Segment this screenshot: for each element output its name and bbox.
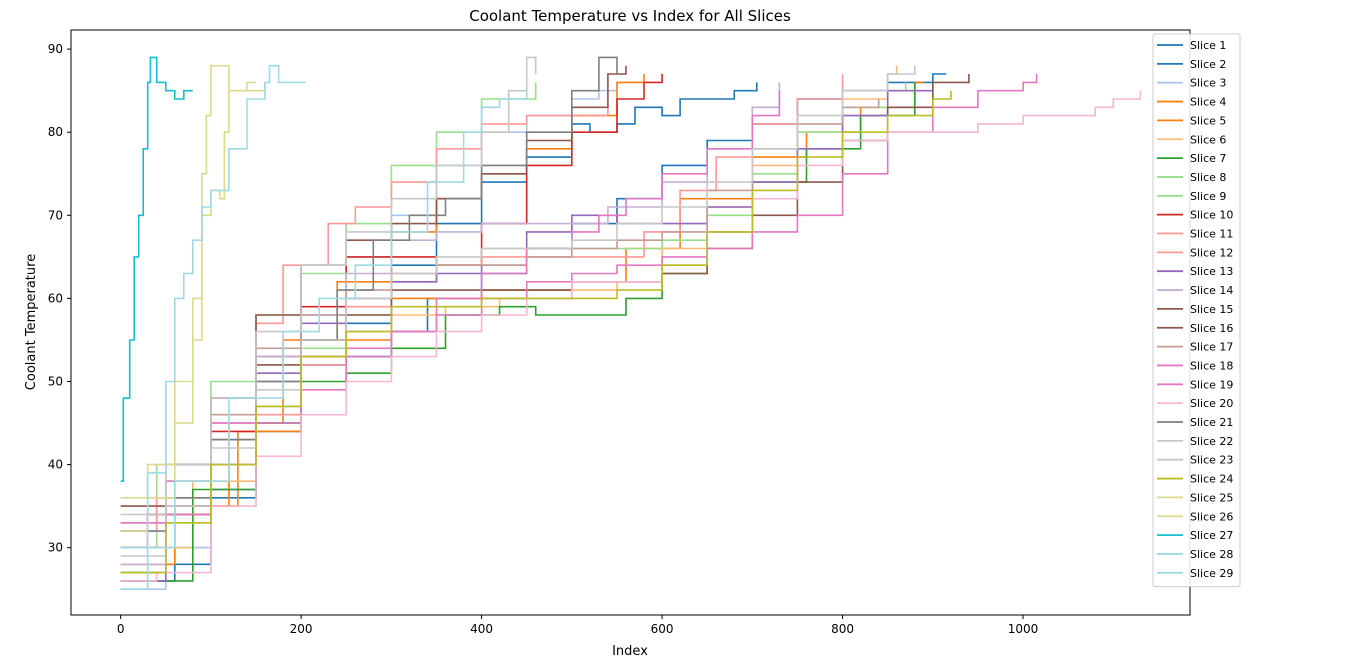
legend-label-29: Slice 29	[1190, 567, 1233, 580]
series-line-22	[120, 56, 537, 516]
series-line-15	[120, 74, 970, 549]
legend-label-22: Slice 22	[1190, 435, 1233, 448]
plot-frame	[70, 29, 1191, 616]
legend-label-7: Slice 7	[1190, 152, 1226, 165]
legend-label-21: Slice 21	[1190, 416, 1233, 429]
series-line-5	[120, 81, 924, 566]
y-tick-label-60: 60	[48, 291, 63, 305]
y-tick-label-30: 30	[48, 541, 63, 555]
y-tick-label-50: 50	[48, 374, 63, 388]
y-tick-label-90: 90	[48, 42, 63, 56]
legend-label-4: Slice 4	[1190, 96, 1226, 109]
legend-label-5: Slice 5	[1190, 114, 1226, 127]
series-line-3	[120, 82, 618, 590]
legend-label-24: Slice 24	[1190, 473, 1233, 486]
series-line-18	[120, 74, 1038, 549]
legend-label-9: Slice 9	[1190, 190, 1226, 203]
series-line-26	[120, 64, 256, 532]
legend-label-10: Slice 10	[1190, 209, 1233, 222]
chart-title: Coolant Temperature vs Index for All Sli…	[469, 7, 791, 25]
legend-label-15: Slice 15	[1190, 303, 1233, 316]
legend-label-1: Slice 1	[1190, 39, 1226, 52]
plot-area	[120, 56, 1142, 590]
x-tick-label-600: 600	[651, 622, 674, 636]
y-axis: 30 40 50 60 70 80 90	[48, 42, 71, 555]
series-line-4	[120, 74, 645, 549]
legend-label-16: Slice 16	[1190, 322, 1233, 335]
series-line-27	[120, 56, 193, 482]
series-line-20	[120, 90, 1142, 582]
legend-label-25: Slice 25	[1190, 491, 1233, 504]
y-tick-label-40: 40	[48, 458, 63, 472]
legend: Slice 1 Slice 2 Slice 3 Slice 4 Slice 5 Slice…	[1152, 33, 1241, 588]
series-line-24	[120, 90, 952, 574]
legend-label-23: Slice 23	[1190, 454, 1233, 467]
legend-label-11: Slice 11	[1190, 228, 1233, 241]
x-axis-label: Index	[612, 644, 648, 659]
y-axis-label: Coolant Temperature	[24, 254, 39, 390]
legend-label-28: Slice 28	[1190, 548, 1233, 561]
legend-label-26: Slice 26	[1190, 510, 1233, 523]
series-line-12	[120, 107, 609, 532]
x-tick-label-1000: 1000	[1008, 622, 1039, 636]
legend-label-14: Slice 14	[1190, 284, 1233, 297]
legend-frame	[1152, 33, 1241, 588]
series-line-25	[120, 82, 266, 499]
legend-label-17: Slice 17	[1190, 341, 1233, 354]
x-tick-label-200: 200	[290, 622, 313, 636]
series-line-23	[120, 65, 916, 557]
y-tick-label-70: 70	[48, 208, 63, 222]
series-line-28	[120, 64, 306, 590]
legend-label-8: Slice 8	[1190, 171, 1226, 184]
legend-label-18: Slice 18	[1190, 359, 1233, 372]
legend-label-2: Slice 2	[1190, 58, 1226, 71]
legend-label-27: Slice 27	[1190, 529, 1233, 542]
legend-label-13: Slice 13	[1190, 265, 1233, 278]
y-tick-label-80: 80	[48, 125, 63, 139]
series-line-14	[120, 82, 781, 566]
x-tick-label-0: 0	[117, 622, 125, 636]
x-axis: 0 200 400 600 800 1000	[117, 615, 1039, 636]
x-tick-label-800: 800	[831, 622, 854, 636]
series-line-29	[120, 90, 528, 549]
legend-label-12: Slice 12	[1190, 246, 1233, 259]
legend-label-19: Slice 19	[1190, 378, 1233, 391]
x-tick-label-400: 400	[470, 622, 493, 636]
legend-label-20: Slice 20	[1190, 397, 1233, 410]
legend-label-3: Slice 3	[1190, 77, 1226, 90]
series-line-21	[120, 56, 618, 532]
legend-label-6: Slice 6	[1190, 133, 1226, 146]
